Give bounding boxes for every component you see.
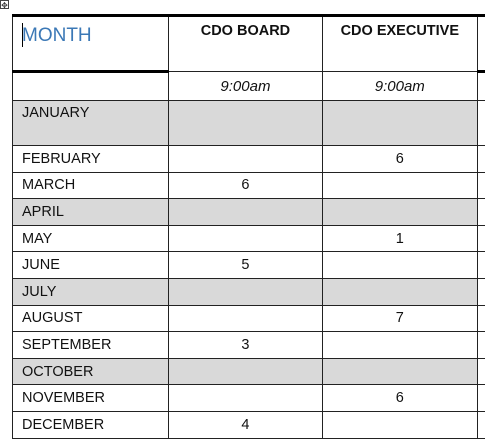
month-cell[interactable]: NOVEMBER bbox=[12, 384, 169, 412]
cdo-executive-cell[interactable]: 1 bbox=[321, 224, 478, 253]
table-row: FEBRUARY 6 bbox=[12, 145, 485, 173]
table-row: NOVEMBER 6 bbox=[12, 384, 485, 412]
table-row: JANUARY bbox=[12, 100, 485, 146]
cdo-board-header[interactable]: CDO BOARD bbox=[167, 15, 323, 72]
meeting-schedule-table: MONTH CDO BOARD CDO EXECUTIVE 9:00am 9:0… bbox=[12, 14, 485, 439]
month-cell[interactable]: JANUARY bbox=[12, 100, 169, 146]
month-cell[interactable]: FEBRUARY bbox=[12, 145, 169, 173]
cdo-executive-cell[interactable] bbox=[321, 410, 478, 439]
month-header-label: MONTH bbox=[22, 25, 92, 46]
cdo-board-time[interactable]: 9:00am bbox=[167, 71, 323, 101]
header-row: MONTH CDO BOARD CDO EXECUTIVE bbox=[12, 14, 485, 73]
cdo-executive-cell[interactable] bbox=[321, 331, 478, 359]
table-edge-cell bbox=[476, 277, 485, 306]
cdo-board-cell[interactable]: 4 bbox=[167, 410, 323, 439]
table-row: OCTOBER bbox=[12, 357, 485, 386]
month-cell[interactable]: MAY bbox=[12, 224, 169, 253]
cdo-board-cell[interactable] bbox=[167, 357, 323, 386]
table-edge-cell bbox=[476, 198, 485, 226]
table-row: JUNE 5 bbox=[12, 251, 485, 279]
month-cell[interactable]: JULY bbox=[12, 277, 169, 306]
table-edge-cell bbox=[476, 304, 485, 333]
cdo-executive-cell[interactable] bbox=[321, 198, 478, 226]
time-row: 9:00am 9:00am bbox=[12, 71, 485, 101]
cdo-executive-time[interactable]: 9:00am bbox=[321, 71, 478, 101]
table-edge-cell bbox=[476, 100, 485, 146]
table-row: MARCH 6 bbox=[12, 171, 485, 200]
cdo-executive-cell[interactable] bbox=[321, 251, 478, 279]
time-row-month-cell[interactable] bbox=[12, 71, 169, 101]
cdo-board-cell[interactable] bbox=[167, 224, 323, 253]
cdo-board-cell[interactable]: 3 bbox=[167, 331, 323, 359]
cdo-board-cell[interactable] bbox=[167, 198, 323, 226]
table-edge-cell bbox=[476, 331, 485, 359]
table-row: SEPTEMBER 3 bbox=[12, 331, 485, 359]
month-cell[interactable]: OCTOBER bbox=[12, 357, 169, 386]
table-edge-cell bbox=[476, 384, 485, 412]
cdo-executive-cell[interactable] bbox=[321, 100, 478, 146]
cdo-executive-header[interactable]: CDO EXECUTIVE bbox=[321, 15, 478, 72]
table-edge-cell bbox=[476, 171, 485, 200]
month-cell[interactable]: MARCH bbox=[12, 171, 169, 200]
table-row: JULY bbox=[12, 277, 485, 306]
cdo-board-cell[interactable] bbox=[167, 277, 323, 306]
cdo-executive-cell[interactable] bbox=[321, 357, 478, 386]
cdo-executive-cell[interactable]: 6 bbox=[321, 145, 478, 173]
cdo-board-cell[interactable]: 5 bbox=[167, 251, 323, 279]
month-cell[interactable]: APRIL bbox=[12, 198, 169, 226]
table-row: DECEMBER 4 bbox=[12, 410, 485, 439]
cdo-executive-cell[interactable] bbox=[321, 171, 478, 200]
text-cursor bbox=[22, 23, 23, 47]
cdo-executive-cell[interactable] bbox=[321, 277, 478, 306]
table-edge-cell bbox=[476, 357, 485, 386]
month-cell[interactable]: DECEMBER bbox=[12, 410, 169, 439]
table-edge-cell bbox=[476, 224, 485, 253]
month-header-cell[interactable]: MONTH bbox=[12, 14, 169, 73]
cdo-board-cell[interactable] bbox=[167, 384, 323, 412]
cdo-executive-cell[interactable]: 7 bbox=[321, 304, 478, 333]
month-cell[interactable]: AUGUST bbox=[12, 304, 169, 333]
cdo-board-cell[interactable] bbox=[167, 100, 323, 146]
table-edge-cell bbox=[476, 251, 485, 279]
table-edge-cell bbox=[476, 145, 485, 173]
table-move-handle-icon[interactable]: ✥ bbox=[0, 0, 9, 10]
table-edge-cell bbox=[476, 14, 485, 73]
cdo-board-cell[interactable] bbox=[167, 304, 323, 333]
cdo-board-cell[interactable]: 6 bbox=[167, 171, 323, 200]
table-edge-cell bbox=[476, 410, 485, 439]
month-cell[interactable]: SEPTEMBER bbox=[12, 331, 169, 359]
table-row: APRIL bbox=[12, 198, 485, 226]
meeting-schedule-table-container: MONTH CDO BOARD CDO EXECUTIVE 9:00am 9:0… bbox=[12, 14, 485, 439]
cdo-board-cell[interactable] bbox=[167, 145, 323, 173]
cdo-executive-cell[interactable]: 6 bbox=[321, 384, 478, 412]
table-edge-cell bbox=[476, 71, 485, 101]
table-row: AUGUST 7 bbox=[12, 304, 485, 333]
month-cell[interactable]: JUNE bbox=[12, 251, 169, 279]
table-row: MAY 1 bbox=[12, 224, 485, 253]
